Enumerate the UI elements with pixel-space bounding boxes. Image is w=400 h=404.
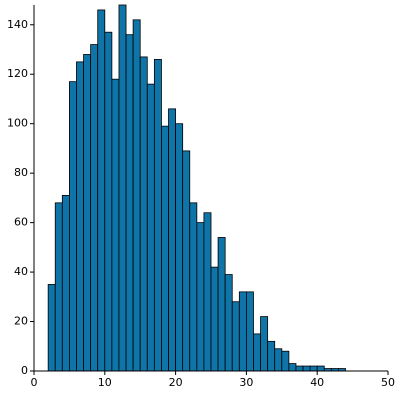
y-tick-label: 80	[14, 166, 28, 179]
bar	[245, 291, 254, 372]
x-tick-label: 30	[239, 376, 253, 389]
y-tick-label: 140	[7, 18, 28, 31]
bar	[61, 195, 70, 372]
bar	[224, 274, 233, 372]
bar	[69, 81, 77, 372]
bar	[189, 202, 198, 372]
bar	[295, 365, 304, 372]
x-tick-label: 50	[381, 376, 395, 389]
bar	[54, 202, 63, 372]
y-tick-label: 100	[7, 117, 28, 130]
bar	[288, 363, 297, 372]
bar	[90, 44, 99, 372]
bar	[203, 212, 212, 372]
y-tick-label: 20	[14, 315, 28, 328]
y-tick-label: 60	[14, 216, 28, 229]
bar	[139, 56, 148, 372]
bar	[175, 123, 184, 372]
bar	[274, 348, 283, 372]
bar	[125, 34, 134, 372]
bar	[111, 78, 120, 372]
bar	[146, 83, 155, 372]
bar	[267, 340, 276, 372]
x-tick-label: 0	[31, 376, 38, 389]
bar	[153, 59, 162, 372]
bar	[217, 237, 226, 372]
bar	[168, 108, 177, 372]
bar	[47, 284, 56, 372]
bar	[76, 61, 84, 372]
bar	[97, 9, 106, 372]
bar	[182, 150, 191, 372]
bar	[132, 19, 141, 372]
bar	[210, 266, 219, 372]
bar	[260, 316, 269, 372]
y-tick-label: 120	[7, 67, 28, 80]
x-tick-label: 20	[169, 376, 183, 389]
bar	[238, 291, 247, 372]
x-tick-label: 10	[98, 376, 112, 389]
bar	[316, 365, 325, 372]
bar	[309, 365, 318, 372]
bar	[161, 125, 169, 372]
y-tick-label: 0	[21, 364, 28, 377]
bar	[104, 31, 113, 372]
bar	[83, 54, 92, 372]
bar	[302, 365, 311, 372]
x-tick-label: 40	[310, 376, 324, 389]
y-tick-label: 40	[14, 265, 28, 278]
bar	[118, 4, 127, 372]
bar	[253, 333, 261, 372]
bar	[231, 301, 240, 372]
bar	[196, 222, 205, 372]
bar	[281, 350, 290, 372]
